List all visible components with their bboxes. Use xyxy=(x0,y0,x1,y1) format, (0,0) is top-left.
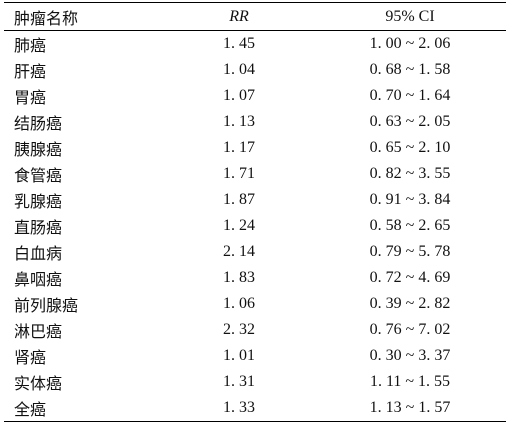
table-cell: 鼻咽癌 xyxy=(14,272,63,289)
table-cell: 胰腺癌 xyxy=(14,142,63,159)
table-cell: 1. 11 ~ 1. 55 xyxy=(369,373,451,390)
table-row: 全癌 1. 33 1. 13 ~ 1. 57 xyxy=(4,395,506,422)
table-cell: 0. 65 ~ 2. 10 xyxy=(369,139,451,156)
table-cell: 1. 07 xyxy=(223,87,255,104)
table-cell: 淋巴癌 xyxy=(14,324,63,341)
table-cell: 直肠癌 xyxy=(14,220,63,237)
table-cell: 肝癌 xyxy=(14,64,47,81)
table-cell: 0. 91 ~ 3. 84 xyxy=(369,191,451,208)
table-cell: 0. 58 ~ 2. 65 xyxy=(369,217,451,234)
table-cell: 0. 39 ~ 2. 82 xyxy=(369,295,451,312)
table-cell: 0. 79 ~ 5. 78 xyxy=(369,243,451,260)
table-cell: 1. 13 xyxy=(223,113,255,130)
table-cell: 肾癌 xyxy=(14,350,47,367)
table-cell: 1. 71 xyxy=(223,165,255,182)
table-row: 结肠癌 1. 13 0. 63 ~ 2. 05 xyxy=(4,109,506,135)
table-cell: 1. 45 xyxy=(223,35,255,52)
table-cell: 1. 06 xyxy=(223,295,255,312)
table-cell: 乳腺癌 xyxy=(14,194,63,211)
table-cell: 1. 31 xyxy=(223,373,255,390)
header-cell: RR xyxy=(229,7,249,25)
table-row: 前列腺癌 1. 06 0. 39 ~ 2. 82 xyxy=(4,291,506,317)
table-cell: 结肠癌 xyxy=(14,116,63,133)
table-row: 白血病 2. 14 0. 79 ~ 5. 78 xyxy=(4,239,506,265)
data-table: 肿瘤名称 RR 95% CI 肺癌 1. 45 1. 00 ~ 2. 06 肝癌 1. … xyxy=(4,2,506,422)
table-cell: 实体癌 xyxy=(14,376,63,393)
table-cell: 前列腺癌 xyxy=(14,298,79,315)
table-cell: 1. 17 xyxy=(223,139,255,156)
table-row: 实体癌 1. 31 1. 11 ~ 1. 55 xyxy=(4,369,506,395)
table-cell: 0. 72 ~ 4. 69 xyxy=(369,269,451,286)
table-row: 淋巴癌 2. 32 0. 76 ~ 7. 02 xyxy=(4,317,506,343)
table-row: 肺癌 1. 45 1. 00 ~ 2. 06 xyxy=(4,31,506,58)
table-cell: 胃癌 xyxy=(14,90,47,107)
table-row: 肝癌 1. 04 0. 68 ~ 1. 58 xyxy=(4,57,506,83)
table-cell: 0. 70 ~ 1. 64 xyxy=(369,87,451,104)
header-cell: 95% CI xyxy=(385,7,435,25)
table-cell: 0. 30 ~ 3. 37 xyxy=(369,347,451,364)
table-cell: 1. 33 xyxy=(223,399,255,416)
table-row: 胃癌 1. 07 0. 70 ~ 1. 64 xyxy=(4,83,506,109)
header-row: 肿瘤名称 RR 95% CI xyxy=(4,2,506,31)
table-cell: 0. 82 ~ 3. 55 xyxy=(369,165,451,182)
header-cell: 肿瘤名称 xyxy=(14,10,79,28)
table-cell: 1. 04 xyxy=(223,61,255,78)
table-cell: 肺癌 xyxy=(14,38,47,55)
table-cell: 0. 68 ~ 1. 58 xyxy=(369,61,451,78)
table-row: 鼻咽癌 1. 83 0. 72 ~ 4. 69 xyxy=(4,265,506,291)
table-cell: 2. 32 xyxy=(223,321,255,338)
table-cell: 全癌 xyxy=(14,402,47,419)
table-cell: 1. 83 xyxy=(223,269,255,286)
table-cell: 1. 01 xyxy=(223,347,255,364)
table-body: 肺癌 1. 45 1. 00 ~ 2. 06 肝癌 1. 04 0. 68 ~ 1. 58… xyxy=(4,31,506,422)
table-row: 食管癌 1. 71 0. 82 ~ 3. 55 xyxy=(4,161,506,187)
table-row: 胰腺癌 1. 17 0. 65 ~ 2. 10 xyxy=(4,135,506,161)
table-row: 乳腺癌 1. 87 0. 91 ~ 3. 84 xyxy=(4,187,506,213)
table-cell: 1. 00 ~ 2. 06 xyxy=(369,35,451,52)
table-cell: 1. 24 xyxy=(223,217,255,234)
table-cell: 2. 14 xyxy=(223,243,255,260)
table-row: 肾癌 1. 01 0. 30 ~ 3. 37 xyxy=(4,343,506,369)
table-cell: 0. 63 ~ 2. 05 xyxy=(369,113,451,130)
table-cell: 1. 13 ~ 1. 57 xyxy=(369,399,451,416)
table-row: 直肠癌 1. 24 0. 58 ~ 2. 65 xyxy=(4,213,506,239)
table-cell: 食管癌 xyxy=(14,168,63,185)
table-cell: 0. 76 ~ 7. 02 xyxy=(369,321,451,338)
table-cell: 白血病 xyxy=(14,246,63,263)
table-cell: 1. 87 xyxy=(223,191,255,208)
